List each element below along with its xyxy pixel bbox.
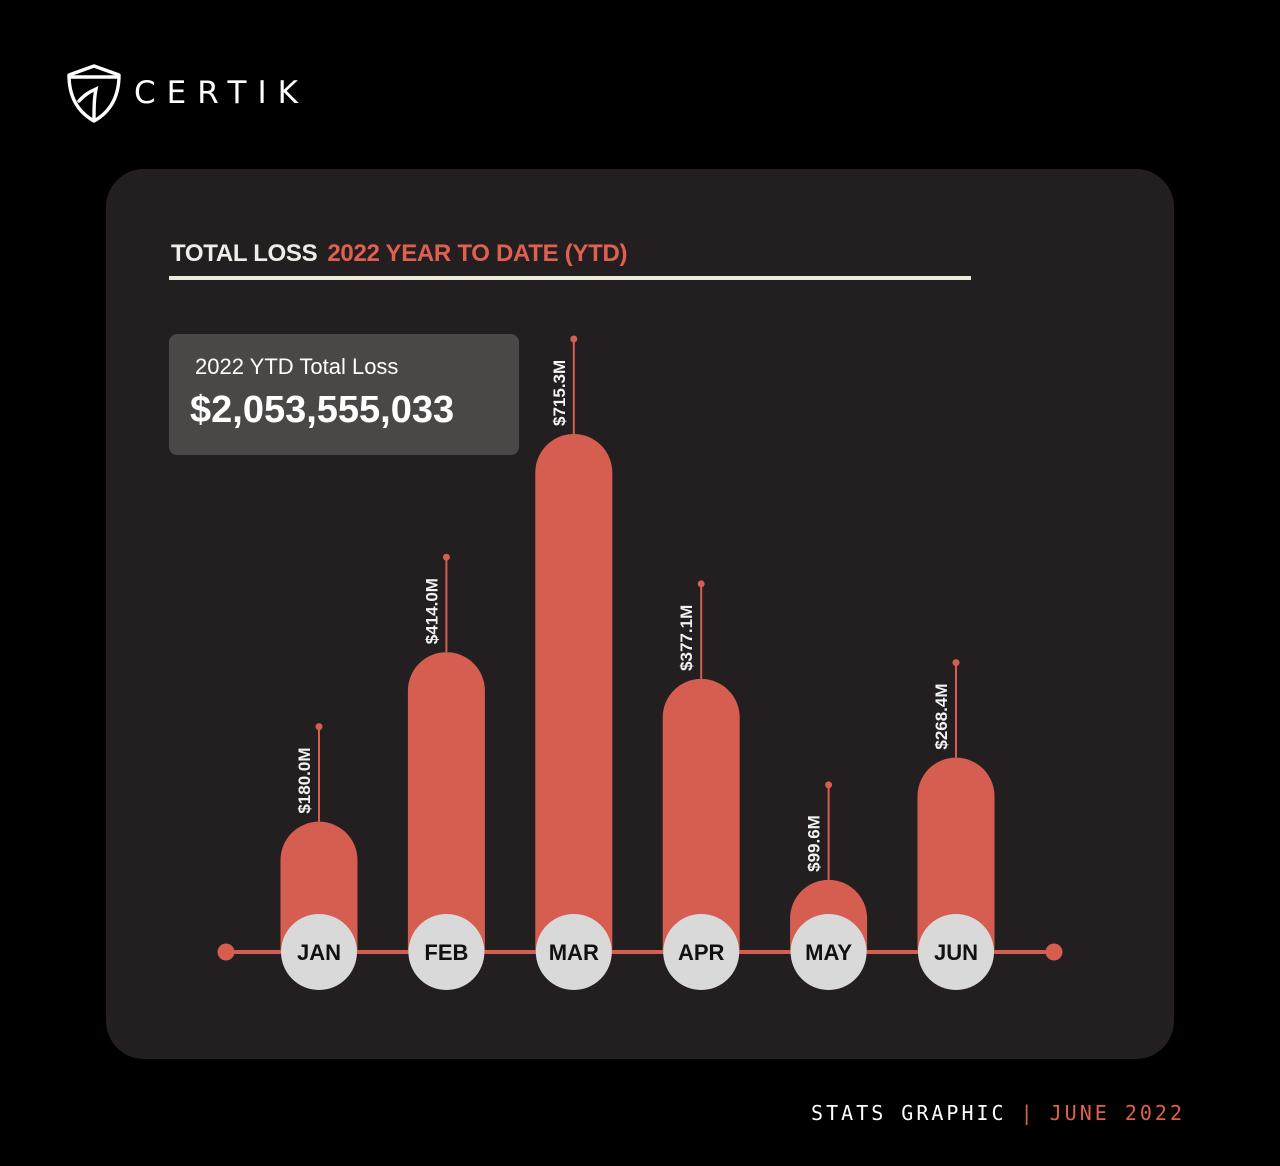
month-label: MAY [805, 940, 852, 965]
bar-value-label: $377.1M [677, 605, 696, 671]
footer-title: STATS GRAPHIC [811, 1101, 1007, 1125]
bar-stem-dot [952, 659, 960, 667]
bar-value-label: $268.4M [932, 683, 951, 749]
month-label: MAR [549, 940, 599, 965]
ytd-total-value: $2,053,555,033 [190, 389, 455, 431]
footer: STATS GRAPHIC | JUNE 2022 [811, 1101, 1185, 1125]
month-badge [281, 914, 357, 990]
brand: CERTIK [64, 62, 309, 124]
month-badge [663, 914, 740, 990]
brand-name: CERTIK [134, 75, 309, 111]
month-badge [535, 914, 612, 990]
bar-value-label: $99.6M [805, 815, 824, 872]
footer-separator: | [1020, 1101, 1036, 1125]
bar-value-label: $180.0M [295, 747, 314, 813]
heading-main: TOTAL LOSS [171, 240, 318, 267]
month-label: JUN [934, 940, 978, 965]
bar-stem-dot [570, 335, 578, 343]
chart-heading: TOTAL LOSS 2022 YEAR TO DATE (YTD) [171, 240, 628, 268]
month-badge [918, 914, 994, 990]
bar-feb [407, 652, 485, 952]
bar-value-label: $414.0M [422, 578, 441, 644]
ytd-total-label: 2022 YTD Total Loss [195, 354, 399, 379]
month-label: FEB [424, 940, 468, 965]
footer-date: JUNE 2022 [1049, 1101, 1185, 1125]
axis-right-cap [1045, 943, 1063, 961]
bar-stem-dot [825, 781, 833, 789]
bar-stem-dot [697, 580, 705, 588]
bar-apr [662, 678, 740, 952]
month-badge [408, 914, 485, 990]
axis-left-cap [217, 943, 235, 961]
ytd-total-box: 2022 YTD Total Loss $2,053,555,033 [169, 334, 519, 455]
heading-underline [169, 276, 971, 280]
bar-stem-dot [315, 723, 323, 731]
bar-stem-dot [442, 553, 450, 561]
certik-shield-logo-icon [67, 64, 121, 123]
month-badge [790, 914, 867, 990]
bar-mar [535, 434, 613, 952]
month-label: JAN [297, 940, 341, 965]
month-label: APR [678, 940, 725, 965]
bar-value-label: $715.3M [550, 360, 569, 426]
bar-jun [917, 757, 995, 952]
heading-accent: 2022 YEAR TO DATE (YTD) [327, 240, 628, 267]
